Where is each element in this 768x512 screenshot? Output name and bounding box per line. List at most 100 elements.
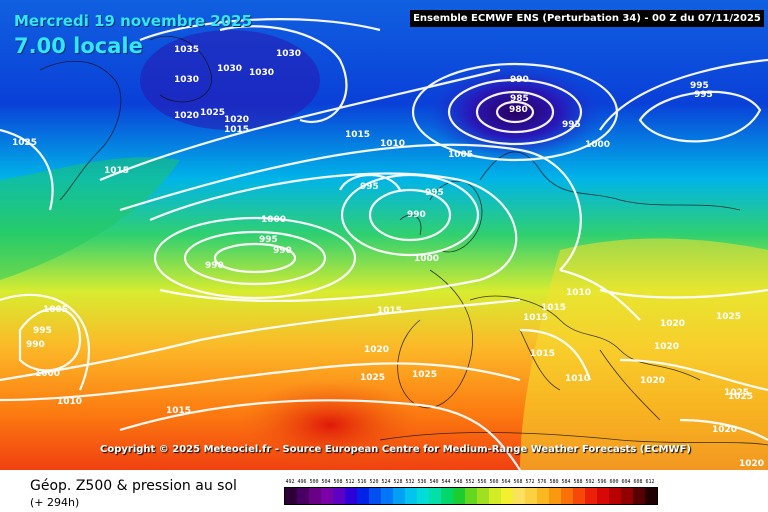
scale-tick-label: 596 [597, 479, 607, 485]
isobar-label: 1000 [414, 254, 439, 264]
isobar-label: 990 [407, 210, 426, 220]
isobar-label: 1025 [12, 138, 37, 148]
scale-swatch [345, 488, 357, 504]
isobar-label: 1005 [448, 150, 473, 160]
scale-tick-label: 588 [573, 479, 583, 485]
scale-swatch [549, 488, 561, 504]
isobar-label: 1015 [104, 166, 129, 176]
copyright-line: Copyright © 2025 Meteociel.fr - Source E… [100, 444, 691, 455]
scale-swatch [381, 488, 393, 504]
scale-swatch [561, 488, 573, 504]
isobar-label: 1015 [166, 406, 191, 416]
scale-swatch [645, 488, 657, 504]
isobar-label: 1035 [174, 45, 199, 55]
scale-tick-label: 536 [417, 479, 427, 485]
scale-tick-label: 500 [309, 479, 319, 485]
isobar-label: 1025 [716, 312, 741, 322]
scale-tick-label: 516 [357, 479, 367, 485]
isobar-label: 1030 [217, 64, 242, 74]
isobar-label: 1020 [364, 345, 389, 355]
scale-swatch [393, 488, 405, 504]
scale-swatch [441, 488, 453, 504]
scale-tick-label: 572 [525, 479, 535, 485]
scale-tick-label: 492 [285, 479, 295, 485]
scale-swatch [321, 488, 333, 504]
scale-swatch [609, 488, 621, 504]
scale-tick-label: 612 [645, 479, 655, 485]
isobar-label: 990 [26, 340, 45, 350]
isobar-label: 1000 [261, 215, 286, 225]
scale-tick-label: 552 [465, 479, 475, 485]
isobar-label: 1020 [224, 115, 249, 125]
scale-tick-label: 548 [453, 479, 463, 485]
scale-tick-label: 544 [441, 479, 451, 485]
scale-swatch [357, 488, 369, 504]
scale-tick-label: 540 [429, 479, 439, 485]
scale-tick-label: 532 [405, 479, 415, 485]
scale-tick-label: 584 [561, 479, 571, 485]
scale-swatch [573, 488, 585, 504]
scale-swatch [513, 488, 525, 504]
coastlines [39, 35, 768, 446]
scale-swatch [525, 488, 537, 504]
scale-tick-label: 496 [297, 479, 307, 485]
isobar-label: 995 [690, 81, 709, 91]
isobar-label: 990 [273, 246, 292, 256]
local-time: 7.00 locale [14, 34, 143, 58]
isobar-label: 1010 [566, 288, 591, 298]
forecast-date: Mercredi 19 novembre 2025 [14, 12, 253, 30]
isobar-label: 995 [562, 120, 581, 130]
model-header: Ensemble ECMWF ENS (Perturbation 34) - 0… [410, 10, 764, 27]
isobar-label: 980 [509, 105, 528, 115]
scale-swatch [453, 488, 465, 504]
scale-tick-label: 568 [513, 479, 523, 485]
scale-tick-label: 580 [549, 479, 559, 485]
isobar-label: 1025 [724, 388, 749, 398]
isobar-label: 995 [259, 235, 278, 245]
isobar-label: 1025 [412, 370, 437, 380]
scale-swatch [429, 488, 441, 504]
z500-high-south [240, 380, 420, 470]
scale-swatch [477, 488, 489, 504]
scale-tick-label: 600 [609, 479, 619, 485]
z500-low-greenland [140, 30, 320, 130]
isobar-label: 1000 [35, 369, 60, 379]
isobar-label: 995 [360, 182, 379, 192]
isobar-label: 1020 [640, 376, 665, 386]
isobar-label: 1015 [224, 125, 249, 135]
isobar-label: 985 [510, 94, 529, 104]
color-scale-swatches [284, 487, 658, 505]
isobar-label: 1020 [660, 319, 685, 329]
isobar-label: 1030 [174, 75, 199, 85]
scale-tick-label: 608 [633, 479, 643, 485]
isobar-label: 1025 [360, 373, 385, 383]
scale-swatch [369, 488, 381, 504]
isobar-label: 990 [205, 261, 224, 271]
isobar-label: 1030 [249, 68, 274, 78]
color-scale: 492 496 500 504 508 512 516 520 524 528 532 536 540 5… [284, 478, 658, 508]
scale-swatch [297, 488, 309, 504]
scale-swatch [621, 488, 633, 504]
isobar-label: 1015 [377, 306, 402, 316]
scale-swatch [333, 488, 345, 504]
isobar-label: 1010 [565, 374, 590, 384]
isobar-label: 1020 [712, 425, 737, 435]
scale-tick-label: 564 [501, 479, 511, 485]
isobar-label: 1015 [345, 130, 370, 140]
scale-swatch [309, 488, 321, 504]
z500-band-west [0, 157, 180, 280]
isobar-label: 1030 [276, 49, 301, 59]
scale-swatch [405, 488, 417, 504]
isobar-label: 1020 [174, 111, 199, 121]
isobar-label: 1020 [739, 459, 764, 469]
scale-tick-label: 524 [381, 479, 391, 485]
isobar-label: 1015 [541, 303, 566, 313]
field-caption: Géop. Z500 & pression au sol [30, 478, 237, 494]
isobar-label: 995 [33, 326, 52, 336]
scale-swatch [285, 488, 297, 504]
scale-tick-label: 592 [585, 479, 595, 485]
legend-footer: Géop. Z500 & pression au sol (+ 294h) 49… [0, 470, 768, 512]
scale-tick-label: 604 [621, 479, 631, 485]
